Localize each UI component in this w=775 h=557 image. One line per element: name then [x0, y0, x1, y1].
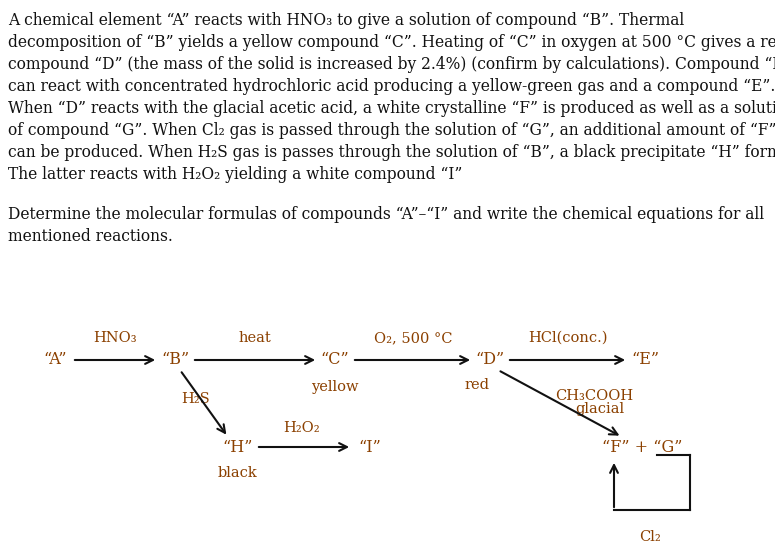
Text: compound “D” (the mass of the solid is increased by 2.4%) (confirm by calculatio: compound “D” (the mass of the solid is i… [8, 56, 775, 73]
Text: mentioned reactions.: mentioned reactions. [8, 228, 173, 245]
Text: CH₃COOH: CH₃COOH [555, 389, 633, 403]
Text: H₂S: H₂S [181, 392, 210, 406]
Text: HCl(conc.): HCl(conc.) [529, 331, 608, 345]
Text: “B”: “B” [161, 351, 189, 369]
Text: The latter reacts with H₂O₂ yielding a white compound “I”: The latter reacts with H₂O₂ yielding a w… [8, 166, 463, 183]
Text: heat: heat [239, 331, 271, 345]
Text: “F” + “G”: “F” + “G” [602, 438, 682, 456]
Text: A chemical element “A” reacts with HNO₃ to give a solution of compound “B”. Ther: A chemical element “A” reacts with HNO₃ … [8, 12, 684, 29]
Text: “C”: “C” [321, 351, 350, 369]
Text: of compound “G”. When Cl₂ gas is passed through the solution of “G”, an addition: of compound “G”. When Cl₂ gas is passed … [8, 122, 775, 139]
Text: “H”: “H” [223, 438, 253, 456]
Text: decomposition of “B” yields a yellow compound “C”. Heating of “C” in oxygen at 5: decomposition of “B” yields a yellow com… [8, 34, 775, 51]
Text: red: red [464, 378, 490, 392]
Text: can react with concentrated hydrochloric acid producing a yellow-green gas and a: can react with concentrated hydrochloric… [8, 78, 775, 95]
Text: yellow: yellow [312, 380, 359, 394]
Text: black: black [218, 466, 258, 480]
Text: “A”: “A” [43, 351, 67, 369]
Text: “D”: “D” [475, 351, 505, 369]
Text: Determine the molecular formulas of compounds “A”–“I” and write the chemical equ: Determine the molecular formulas of comp… [8, 206, 764, 223]
Text: “I”: “I” [359, 438, 381, 456]
Text: can be produced. When H₂S gas is passes through the solution of “B”, a black pre: can be produced. When H₂S gas is passes … [8, 144, 775, 161]
Text: glacial: glacial [575, 402, 625, 416]
Text: HNO₃: HNO₃ [93, 331, 137, 345]
Text: O₂, 500 °C: O₂, 500 °C [374, 331, 453, 345]
Text: Cl₂: Cl₂ [639, 530, 661, 544]
Text: “E”: “E” [631, 351, 659, 369]
Text: H₂O₂: H₂O₂ [284, 421, 320, 435]
Text: When “D” reacts with the glacial acetic acid, a white crystalline “F” is produce: When “D” reacts with the glacial acetic … [8, 100, 775, 117]
